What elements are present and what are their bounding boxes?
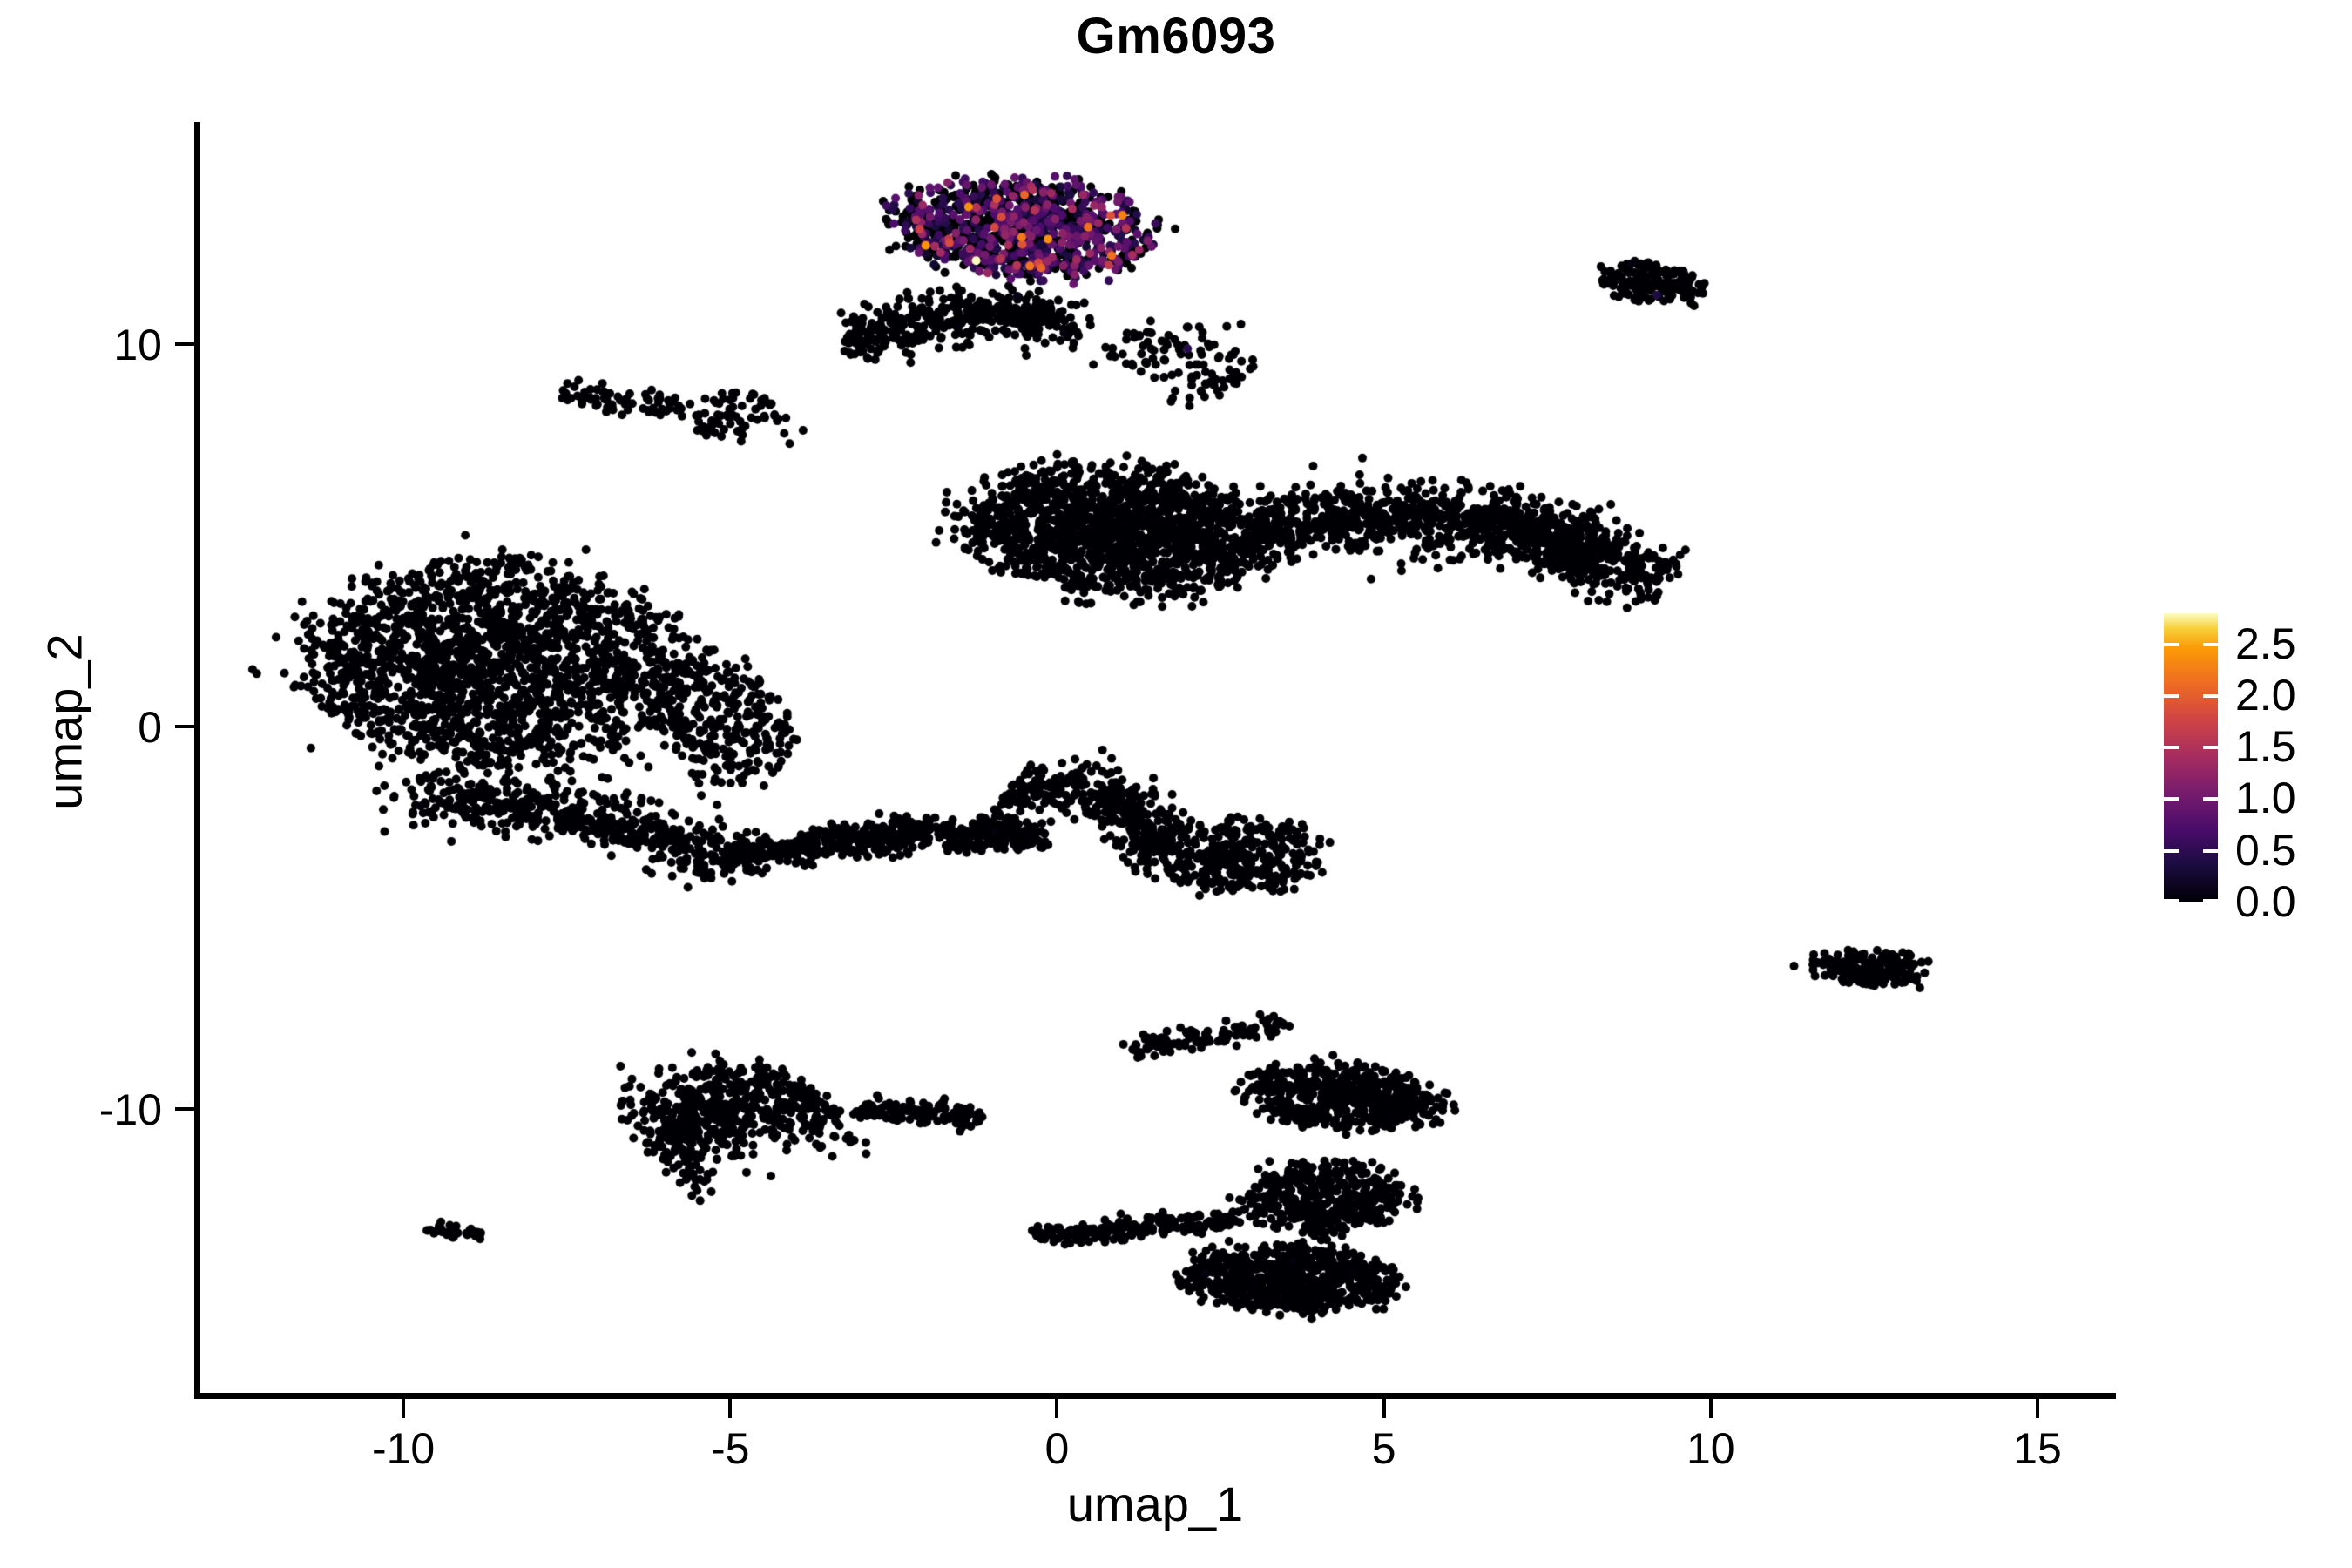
colorbar-gradient — [2164, 613, 2218, 902]
x-tick-label: 0 — [1044, 1424, 1070, 1473]
y-tick-label: 10 — [113, 320, 162, 369]
page-title: Gm6093 — [1076, 8, 1276, 64]
colorbar-tick-label: 1.0 — [2235, 774, 2296, 822]
colorbar-tick-mark — [2203, 746, 2218, 749]
y-tick-mark — [175, 725, 194, 729]
y-tick-mark — [175, 1107, 194, 1112]
colorbar-tick-mark — [2164, 849, 2179, 853]
x-tick-label: 10 — [1686, 1424, 1735, 1473]
colorbar-tick-mark — [2203, 899, 2218, 902]
colorbar-tick-mark — [2203, 643, 2218, 646]
colorbar-tick-label: 0.5 — [2235, 826, 2296, 875]
colorbar-tick-mark — [2164, 899, 2179, 902]
colorbar-legend: 0.0 0.5 1.0 1.5 2.0 2.5 — [2164, 613, 2338, 923]
x-tick-label: 5 — [1371, 1424, 1396, 1473]
colorbar-tick-mark — [2203, 694, 2218, 698]
scatter-canvas — [194, 122, 2116, 1396]
colorbar-tick-label: 2.5 — [2235, 619, 2296, 668]
x-tick-mark — [728, 1399, 733, 1418]
colorbar-tick-label: 0.0 — [2235, 877, 2296, 926]
colorbar-tick-mark — [2203, 797, 2218, 801]
y-tick-mark — [175, 341, 194, 346]
y-tick-label: 0 — [138, 703, 162, 753]
x-tick-mark — [1708, 1399, 1713, 1418]
x-tick-label: -5 — [711, 1424, 750, 1473]
plot-panel — [194, 122, 2116, 1396]
colorbar-tick-mark — [2203, 849, 2218, 853]
colorbar-tick-mark — [2164, 694, 2179, 698]
x-tick-mark — [1382, 1399, 1386, 1418]
colorbar-tick-label: 1.5 — [2235, 722, 2296, 771]
colorbar-tick-label: 2.0 — [2235, 671, 2296, 720]
x-tick-label: 15 — [2013, 1424, 2062, 1473]
x-tick-mark — [1055, 1399, 1059, 1418]
x-tick-label: -10 — [371, 1424, 436, 1473]
x-tick-mark — [402, 1399, 406, 1418]
y-tick-label: -10 — [98, 1085, 162, 1135]
colorbar-tick-mark — [2164, 797, 2179, 801]
colorbar-tick-mark — [2164, 643, 2179, 646]
x-tick-mark — [2035, 1399, 2039, 1418]
y-axis-title: umap_2 — [37, 633, 92, 810]
colorbar-tick-mark — [2164, 746, 2179, 749]
x-axis-title: umap_1 — [1066, 1477, 1244, 1531]
